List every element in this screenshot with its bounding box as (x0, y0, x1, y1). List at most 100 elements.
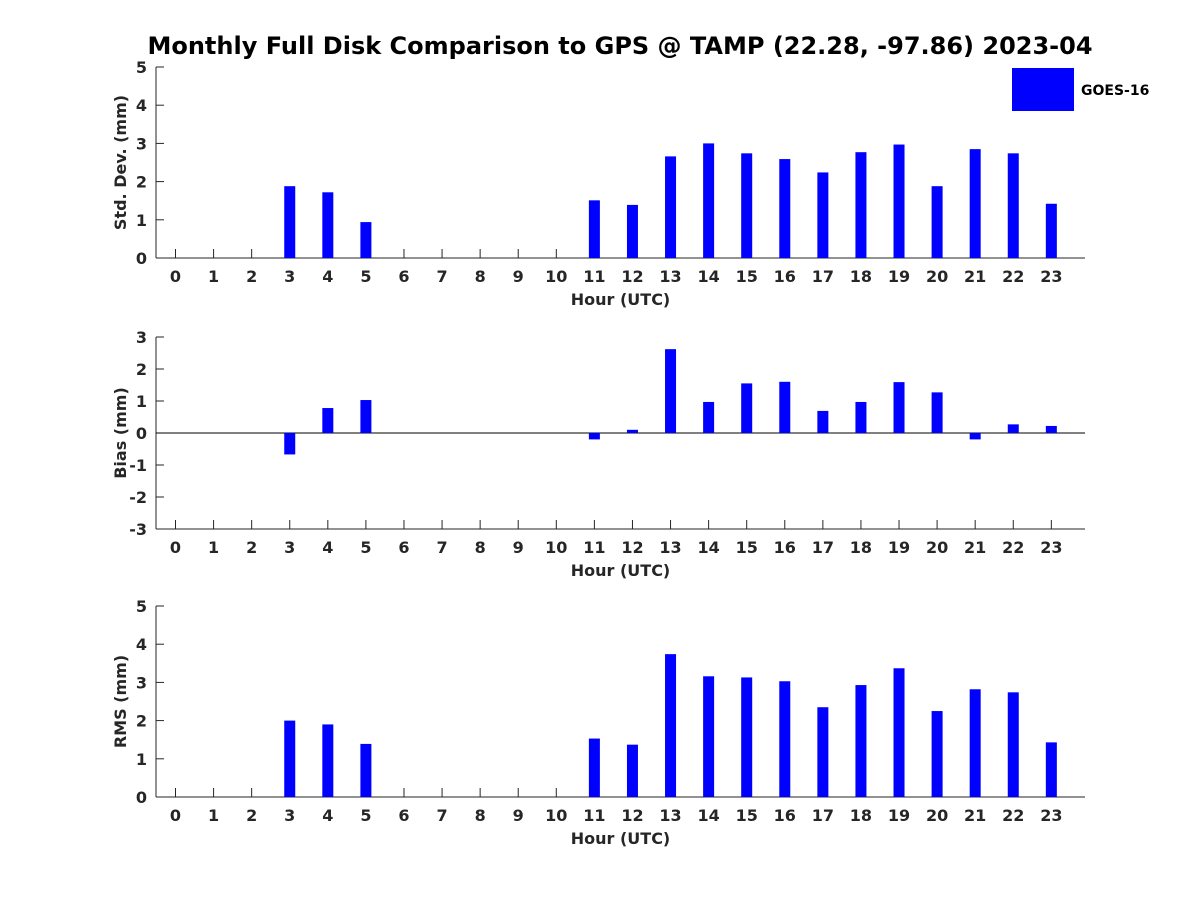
std-dev-x-tick-label: 19 (888, 267, 910, 286)
rms-x-tick-label: 21 (964, 806, 986, 825)
chart-title: Monthly Full Disk Comparison to GPS @ TA… (147, 32, 1092, 60)
std-dev-y-tick-label: 3 (136, 134, 147, 153)
bias-y-tick-label: 3 (136, 328, 147, 347)
bias-x-tick-label: 20 (926, 538, 948, 557)
bias-bar (779, 381, 791, 433)
rms-bar (284, 720, 296, 797)
rms-x-tick-label: 0 (170, 806, 181, 825)
rms-bar (703, 676, 715, 797)
std-dev-x-tick-label: 12 (621, 267, 643, 286)
std-dev-x-tick-label: 9 (513, 267, 524, 286)
rms-x-tick-label: 8 (475, 806, 486, 825)
std-dev-x-tick-label: 21 (964, 267, 986, 286)
std-dev-x-tick-label: 17 (812, 267, 834, 286)
rms-y-tick-label: 0 (136, 788, 147, 807)
rms-bar (588, 738, 600, 797)
bias-bar (703, 401, 715, 433)
rms-x-tick-label: 13 (659, 806, 681, 825)
rms-x-tick-label: 19 (888, 806, 910, 825)
rms-x-tick-label: 16 (774, 806, 796, 825)
std-dev-x-tick-label: 1 (208, 267, 219, 286)
bias-bar (1007, 424, 1019, 433)
bias-bar (855, 401, 867, 433)
rms-bar (360, 743, 372, 797)
rms-x-label: Hour (UTC) (571, 829, 671, 848)
std-dev-x-tick-label: 4 (322, 267, 333, 286)
rms-x-tick-label: 11 (583, 806, 605, 825)
std-dev-bar (1007, 153, 1019, 258)
std-dev-bar (779, 159, 791, 258)
std-dev-bar (626, 204, 638, 258)
std-dev-x-label: Hour (UTC) (571, 290, 671, 309)
bias-bar (1045, 425, 1057, 433)
std-dev-x-tick-label: 16 (774, 267, 796, 286)
rms-x-tick-label: 18 (850, 806, 872, 825)
std-dev-bar (322, 192, 334, 258)
rms-x-tick-label: 17 (812, 806, 834, 825)
std-dev-bar (741, 153, 753, 258)
bias-bar (284, 433, 296, 455)
bias-x-tick-label: 6 (398, 538, 409, 557)
bias-x-tick-label: 2 (246, 538, 257, 557)
bias-x-tick-label: 9 (513, 538, 524, 557)
bias-bar (665, 349, 677, 433)
bias-x-tick-label: 1 (208, 538, 219, 557)
bias-x-tick-label: 4 (322, 538, 333, 557)
bias-bar (817, 410, 829, 433)
bias-x-tick-label: 11 (583, 538, 605, 557)
rms-x-tick-label: 6 (398, 806, 409, 825)
rms-y-tick-label: 1 (136, 750, 147, 769)
bias-bar (931, 392, 943, 433)
bias-x-tick-label: 18 (850, 538, 872, 557)
std-dev-x-tick-label: 13 (659, 267, 681, 286)
rms-x-tick-label: 4 (322, 806, 333, 825)
bias-x-tick-label: 8 (475, 538, 486, 557)
bias-bar (969, 433, 981, 440)
bias-x-tick-label: 23 (1040, 538, 1062, 557)
legend-swatch (1012, 68, 1074, 111)
rms-x-tick-label: 22 (1002, 806, 1024, 825)
bias-x-tick-label: 5 (360, 538, 371, 557)
rms-x-tick-label: 7 (436, 806, 447, 825)
std-dev-y-tick-label: 5 (136, 58, 147, 77)
std-dev-bar (360, 222, 372, 258)
bias-x-tick-label: 10 (545, 538, 567, 557)
std-dev-x-tick-label: 14 (697, 267, 719, 286)
rms-bar (969, 689, 981, 797)
bias-bar (741, 383, 753, 433)
rms-x-tick-label: 12 (621, 806, 643, 825)
std-dev-bar (703, 143, 715, 258)
std-dev-y-tick-label: 4 (136, 96, 147, 115)
std-dev-bar (1045, 203, 1057, 258)
rms-bar (741, 677, 753, 797)
std-dev-x-tick-label: 8 (475, 267, 486, 286)
rms-bar (855, 685, 867, 797)
bias-x-tick-label: 3 (284, 538, 295, 557)
std-dev-x-tick-label: 11 (583, 267, 605, 286)
std-dev-bar (931, 186, 943, 258)
legend: GOES-16 (1012, 68, 1149, 111)
rms-bar (1045, 742, 1057, 797)
bias-y-label: Bias (mm) (111, 387, 130, 479)
bias-x-tick-label: 21 (964, 538, 986, 557)
bias-x-tick-label: 22 (1002, 538, 1024, 557)
rms-x-tick-label: 23 (1040, 806, 1062, 825)
std-dev-y-tick-label: 0 (136, 249, 147, 268)
std-dev-x-tick-label: 23 (1040, 267, 1062, 286)
rms-bar (626, 744, 638, 797)
rms-x-tick-label: 10 (545, 806, 567, 825)
bias-y-tick-label: 0 (136, 424, 147, 443)
std-dev-x-tick-label: 2 (246, 267, 257, 286)
rms-bar (817, 707, 829, 797)
std-dev-x-tick-label: 20 (926, 267, 948, 286)
std-dev-x-tick-label: 15 (736, 267, 758, 286)
bias-x-tick-label: 19 (888, 538, 910, 557)
std-dev-x-tick-label: 0 (170, 267, 181, 286)
rms-y-tick-label: 2 (136, 712, 147, 731)
std-dev-x-tick-label: 6 (398, 267, 409, 286)
bias-y-tick-label: 2 (136, 360, 147, 379)
bias-y-tick-label: 1 (136, 392, 147, 411)
